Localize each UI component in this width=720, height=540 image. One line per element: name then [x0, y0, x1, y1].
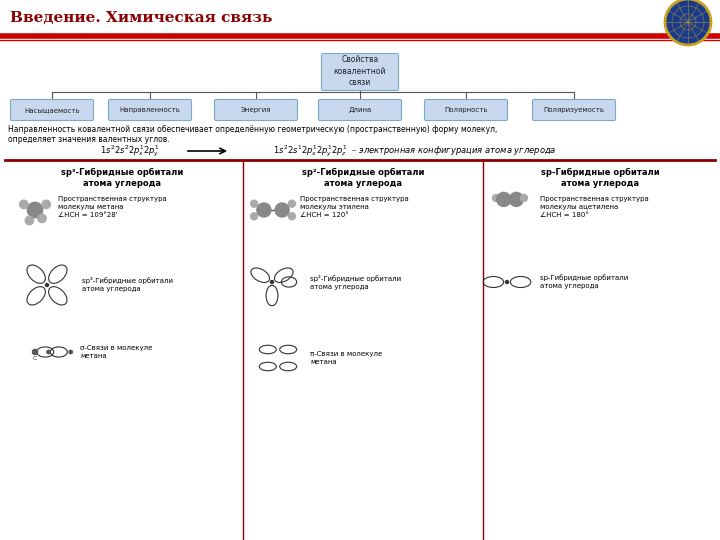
Circle shape	[47, 350, 50, 354]
Text: sp³-Гибридные орбитали
атома углерода: sp³-Гибридные орбитали атома углерода	[60, 168, 183, 188]
Text: Направленность ковалентной связи обеспечивает определённую геометрическую (прост: Направленность ковалентной связи обеспеч…	[8, 125, 498, 134]
Circle shape	[251, 200, 258, 207]
Text: π-Связи в молекуле
метана: π-Связи в молекуле метана	[310, 351, 382, 365]
Text: Пространственная структура
молекулы этилена
∠HCH = 120°: Пространственная структура молекулы этил…	[300, 196, 409, 218]
Circle shape	[492, 194, 500, 201]
Circle shape	[289, 213, 295, 220]
Circle shape	[19, 200, 28, 208]
Text: C: C	[33, 356, 37, 361]
Text: Энергия: Энергия	[240, 107, 271, 113]
FancyBboxPatch shape	[215, 99, 297, 120]
FancyBboxPatch shape	[425, 99, 508, 120]
Text: Длина: Длина	[348, 107, 372, 113]
Circle shape	[27, 202, 42, 218]
Circle shape	[497, 192, 510, 206]
Circle shape	[251, 213, 258, 220]
Text: σ-Связи в молекуле
метана: σ-Связи в молекуле метана	[80, 345, 153, 359]
Circle shape	[666, 0, 710, 44]
Circle shape	[271, 280, 274, 284]
FancyBboxPatch shape	[109, 99, 192, 120]
Circle shape	[69, 350, 73, 354]
Circle shape	[45, 284, 48, 287]
Text: sp²-Гибридные орбитали
атома углерода: sp²-Гибридные орбитали атома углерода	[302, 168, 424, 188]
Text: Направленность: Направленность	[120, 107, 181, 113]
Text: Насыщаемость: Насыщаемость	[24, 107, 80, 113]
Circle shape	[275, 203, 289, 217]
Text: Поляризуемость: Поляризуемость	[544, 107, 605, 113]
Text: $1s^22s^22p_x^12p_y^1$: $1s^22s^22p_x^12p_y^1$	[100, 143, 160, 159]
Text: sp-Гибридные орбитали
атома углерода: sp-Гибридные орбитали атома углерода	[541, 168, 660, 188]
Text: определяет значения валентных углов.: определяет значения валентных углов.	[8, 134, 170, 144]
Text: sp-Гибридные орбитали
атома углерода: sp-Гибридные орбитали атома углерода	[540, 274, 629, 289]
Circle shape	[509, 192, 523, 206]
FancyBboxPatch shape	[11, 99, 94, 120]
Circle shape	[521, 194, 528, 201]
Circle shape	[37, 214, 46, 222]
Circle shape	[32, 349, 37, 355]
Text: Пространственная структура
молекулы ацетилена
∠HCH = 180°: Пространственная структура молекулы ацет…	[540, 196, 649, 218]
Circle shape	[289, 200, 295, 207]
Text: $1s^22s^12p_x^12p_y^12p_z^1$  – электронная конфигурация атома углерода: $1s^22s^12p_x^12p_y^12p_z^1$ – электронн…	[273, 143, 557, 159]
Text: Введение. Химическая связь: Введение. Химическая связь	[10, 11, 272, 25]
FancyBboxPatch shape	[318, 99, 402, 120]
Circle shape	[257, 203, 271, 217]
Circle shape	[505, 280, 508, 284]
Text: sp²-Гибридные орбитали
атома углерода: sp²-Гибридные орбитали атома углерода	[310, 274, 401, 289]
Circle shape	[25, 217, 34, 225]
Text: Свойства
ковалентной
связи: Свойства ковалентной связи	[334, 56, 386, 86]
FancyBboxPatch shape	[322, 53, 398, 91]
Text: Пространственная структура
молекулы метана
∠HCH = 109°28': Пространственная структура молекулы мета…	[58, 196, 167, 218]
Circle shape	[42, 200, 50, 208]
Text: sp³-Гибридные орбитали
атома углерода: sp³-Гибридные орбитали атома углерода	[82, 278, 173, 293]
FancyBboxPatch shape	[533, 99, 616, 120]
Text: Полярность: Полярность	[444, 107, 487, 113]
